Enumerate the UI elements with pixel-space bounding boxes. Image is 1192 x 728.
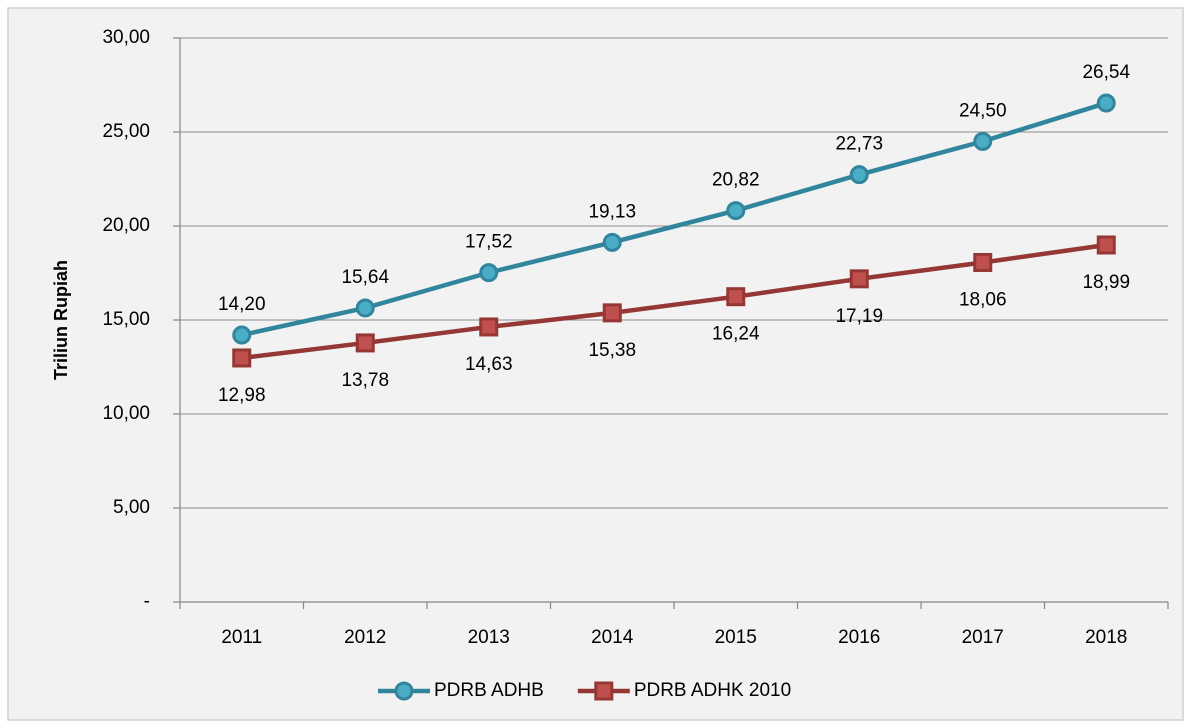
y-tick-label: 25,00 (102, 121, 150, 142)
marker (1096, 235, 1116, 255)
marker (232, 325, 252, 345)
marker (849, 269, 869, 289)
legend-label: PDRB ADHK 2010 (634, 680, 791, 701)
data-label: 12,98 (218, 385, 266, 406)
series-line (241, 100, 1107, 338)
data-label: 15,38 (588, 340, 636, 361)
marker (355, 333, 375, 353)
legend-label: PDRB ADHB (434, 680, 544, 701)
data-label: 14,20 (218, 294, 266, 315)
x-tick-label: 2013 (468, 627, 510, 648)
marker (594, 681, 614, 701)
y-tick-label: 30,00 (102, 27, 150, 48)
marker (726, 201, 746, 221)
data-label: 19,13 (588, 201, 636, 222)
y-tick-label: 5,00 (113, 497, 150, 518)
marker (355, 298, 375, 318)
y-tick-label: - (144, 591, 150, 612)
data-label: 13,78 (341, 370, 389, 391)
marker (973, 252, 993, 272)
data-label: 18,99 (1082, 272, 1130, 293)
marker (726, 287, 746, 307)
x-tick-label: 2015 (715, 627, 757, 648)
y-axis-label: Triliun Rupiah (51, 260, 71, 380)
x-tick-label: 2016 (838, 627, 880, 648)
x-tick-label: 2012 (344, 627, 386, 648)
marker (1096, 93, 1116, 113)
x-tick-label: 2014 (591, 627, 634, 648)
data-label: 24,50 (959, 100, 1007, 121)
marker (232, 348, 252, 368)
data-label: 17,52 (465, 232, 513, 253)
data-label: 17,19 (835, 306, 883, 327)
y-tick-label: 20,00 (102, 215, 150, 236)
x-tick-label: 2018 (1085, 627, 1127, 648)
x-tick-label: 2017 (962, 627, 1004, 648)
y-tick-label: 15,00 (102, 309, 150, 330)
marker (479, 263, 499, 283)
data-label: 22,73 (835, 134, 883, 155)
marker (849, 165, 869, 185)
data-label: 26,54 (1082, 62, 1130, 83)
marker (602, 303, 622, 323)
marker (479, 317, 499, 337)
data-label: 14,63 (465, 354, 513, 375)
chart-background (7, 7, 1184, 721)
marker (973, 131, 993, 151)
data-label: 15,64 (341, 267, 389, 288)
x-tick-label: 2011 (221, 627, 262, 648)
data-label: 18,06 (959, 289, 1007, 310)
marker (394, 681, 414, 701)
y-tick-label: 10,00 (102, 403, 150, 424)
data-label: 20,82 (712, 170, 760, 191)
marker (602, 232, 622, 252)
data-label: 16,24 (712, 324, 760, 345)
series-line (241, 242, 1107, 361)
